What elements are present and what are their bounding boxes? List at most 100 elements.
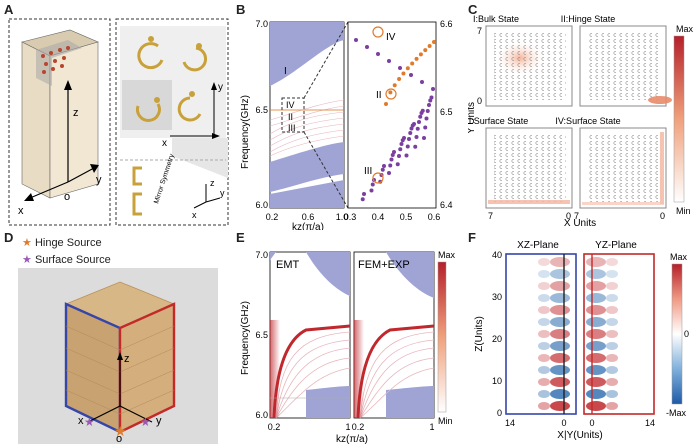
star-icon: ★ — [22, 254, 32, 266]
a-x-label: x — [18, 205, 24, 217]
panel-label-f: F — [468, 230, 476, 245]
y-axis-line — [67, 167, 95, 183]
svg-text:1: 1 — [345, 422, 350, 432]
svg-text:0.6: 0.6 — [428, 212, 441, 222]
d-legend: ★ Hinge Source ★ Surface Source — [22, 236, 111, 266]
svg-text:14: 14 — [645, 418, 655, 428]
svg-text:6.0: 6.0 — [255, 200, 268, 210]
svg-text:6.4: 6.4 — [440, 200, 453, 210]
panel-label-b: B — [236, 2, 246, 17]
panel-label-d: D — [4, 230, 14, 245]
a-z-label: z — [73, 107, 79, 119]
b-zoom-iii: III — [364, 166, 372, 177]
svg-text:6.0: 6.0 — [255, 410, 268, 420]
svg-text:y: y — [220, 188, 225, 198]
resonator-selected-bg — [122, 80, 172, 130]
zoom-wedge — [172, 138, 228, 178]
surface-source-star: ★ — [84, 415, 95, 429]
f-xlabel: X|Y(Units) — [557, 430, 602, 441]
e-cbar-min: Min — [438, 416, 453, 426]
a-o-label: o — [64, 191, 70, 203]
b-xlabel: kz(π/a) — [292, 222, 324, 230]
svg-text:14: 14 — [505, 418, 515, 428]
panel-label-a: A — [4, 2, 14, 17]
e-colorbar — [437, 261, 447, 413]
b-band-i: I — [284, 66, 287, 77]
svg-text:0: 0 — [660, 211, 665, 221]
svg-text:7: 7 — [574, 211, 579, 221]
panel-d-figure: z x y o ★ ★ ★ — [18, 268, 218, 445]
f-cbar-min: -Max — [666, 408, 686, 418]
svg-text:0.5: 0.5 — [400, 212, 413, 222]
f-cbar-zero: 0 — [684, 329, 689, 339]
svg-text:x: x — [192, 210, 197, 220]
c-cbar-min: Min — [676, 206, 691, 216]
e-ylabel: Frequency(GHz) — [240, 301, 251, 375]
panel-b-figure: Frequency(GHz) 7.0 6.5 6.0 I IV II III 0… — [240, 19, 453, 230]
svg-text:II:Hinge State: II:Hinge State — [561, 14, 616, 24]
panel-f-figure: XZ-Plane YZ-Plane Z(Units) 40 30 20 10 0… — [474, 240, 689, 441]
e-right-title: FEM+EXP — [358, 259, 410, 271]
svg-text:0: 0 — [561, 418, 566, 428]
svg-text:I:Bulk State: I:Bulk State — [473, 14, 519, 24]
svg-text:6.5: 6.5 — [255, 105, 268, 115]
a-right-box — [115, 18, 229, 226]
svg-text:z: z — [124, 353, 130, 365]
svg-text:1: 1 — [429, 422, 434, 432]
svg-text:III:Surface State: III:Surface State — [468, 116, 528, 126]
panel-label-e: E — [236, 230, 245, 245]
d-legend-surface: ★ Surface Source — [22, 254, 111, 266]
svg-text:10: 10 — [492, 376, 502, 386]
d-legend-hinge: ★ Hinge Source — [22, 237, 102, 249]
svg-text:z: z — [210, 178, 215, 188]
svg-text:0: 0 — [589, 418, 594, 428]
resonator-cluster — [41, 46, 70, 74]
c-xlabel: X Units — [564, 218, 596, 226]
svg-text:0.2: 0.2 — [266, 212, 279, 222]
svg-text:o: o — [116, 433, 122, 445]
b-zoom-points — [354, 38, 436, 202]
e-left-plot — [269, 251, 351, 419]
svg-text:IV:Surface State: IV:Surface State — [555, 116, 620, 126]
inset-y-label: y — [218, 82, 223, 93]
b-right-plot — [347, 21, 437, 209]
c-subplot-i — [485, 25, 573, 107]
panel-a-figure: z x y o x y Mirror Symmetry z x y — [8, 18, 229, 226]
svg-text:0.2: 0.2 — [268, 422, 281, 432]
panel-e-figure: Frequency(GHz) 7.0 6.5 6.0 EMT FEM+EXP 0… — [240, 250, 456, 445]
svg-text:y: y — [156, 415, 162, 427]
b-zoom-ii: II — [376, 90, 382, 101]
svg-text:6.6: 6.6 — [440, 19, 453, 29]
svg-text:7.0: 7.0 — [255, 250, 268, 260]
f-colorbar — [671, 263, 683, 405]
c-subplot-iv — [579, 127, 667, 209]
f-title-yz: YZ-Plane — [595, 240, 637, 251]
b-band-iii: III — [288, 123, 296, 133]
svg-text:30: 30 — [492, 292, 502, 302]
hinge-source-star: ★ — [114, 423, 127, 439]
e-xlabel: kz(π/a) — [336, 434, 368, 445]
surface-source-star: ★ — [140, 415, 151, 429]
svg-text:40: 40 — [492, 250, 502, 260]
panel-c-figure: I:Bulk State II:Hinge State III:Surface … — [468, 14, 694, 226]
b-band-ii: II — [288, 112, 293, 122]
svg-text:0: 0 — [497, 408, 502, 418]
svg-text:6.5: 6.5 — [255, 330, 268, 340]
b-zoom-iv: IV — [386, 32, 396, 43]
f-ylabel: Z(Units) — [474, 316, 485, 352]
f-title-xz: XZ-Plane — [517, 240, 559, 251]
f-cbar-max: Max — [670, 252, 688, 262]
svg-text:0.2: 0.2 — [352, 422, 365, 432]
c-cbar-max: Max — [676, 24, 694, 34]
svg-text:0: 0 — [566, 211, 571, 221]
svg-text:0.6: 0.6 — [302, 212, 315, 222]
pillar-right-face — [49, 41, 99, 199]
mirror-label: Mirror Symmetry — [153, 153, 176, 205]
svg-text:0: 0 — [477, 96, 482, 106]
e-right-plot — [353, 251, 435, 419]
c-colorbar — [673, 35, 685, 203]
unit-cell-highlight — [36, 40, 82, 86]
a-y-label: y — [96, 174, 102, 186]
c-subplot-iii — [485, 127, 573, 209]
panel-label-c: C — [468, 2, 478, 17]
